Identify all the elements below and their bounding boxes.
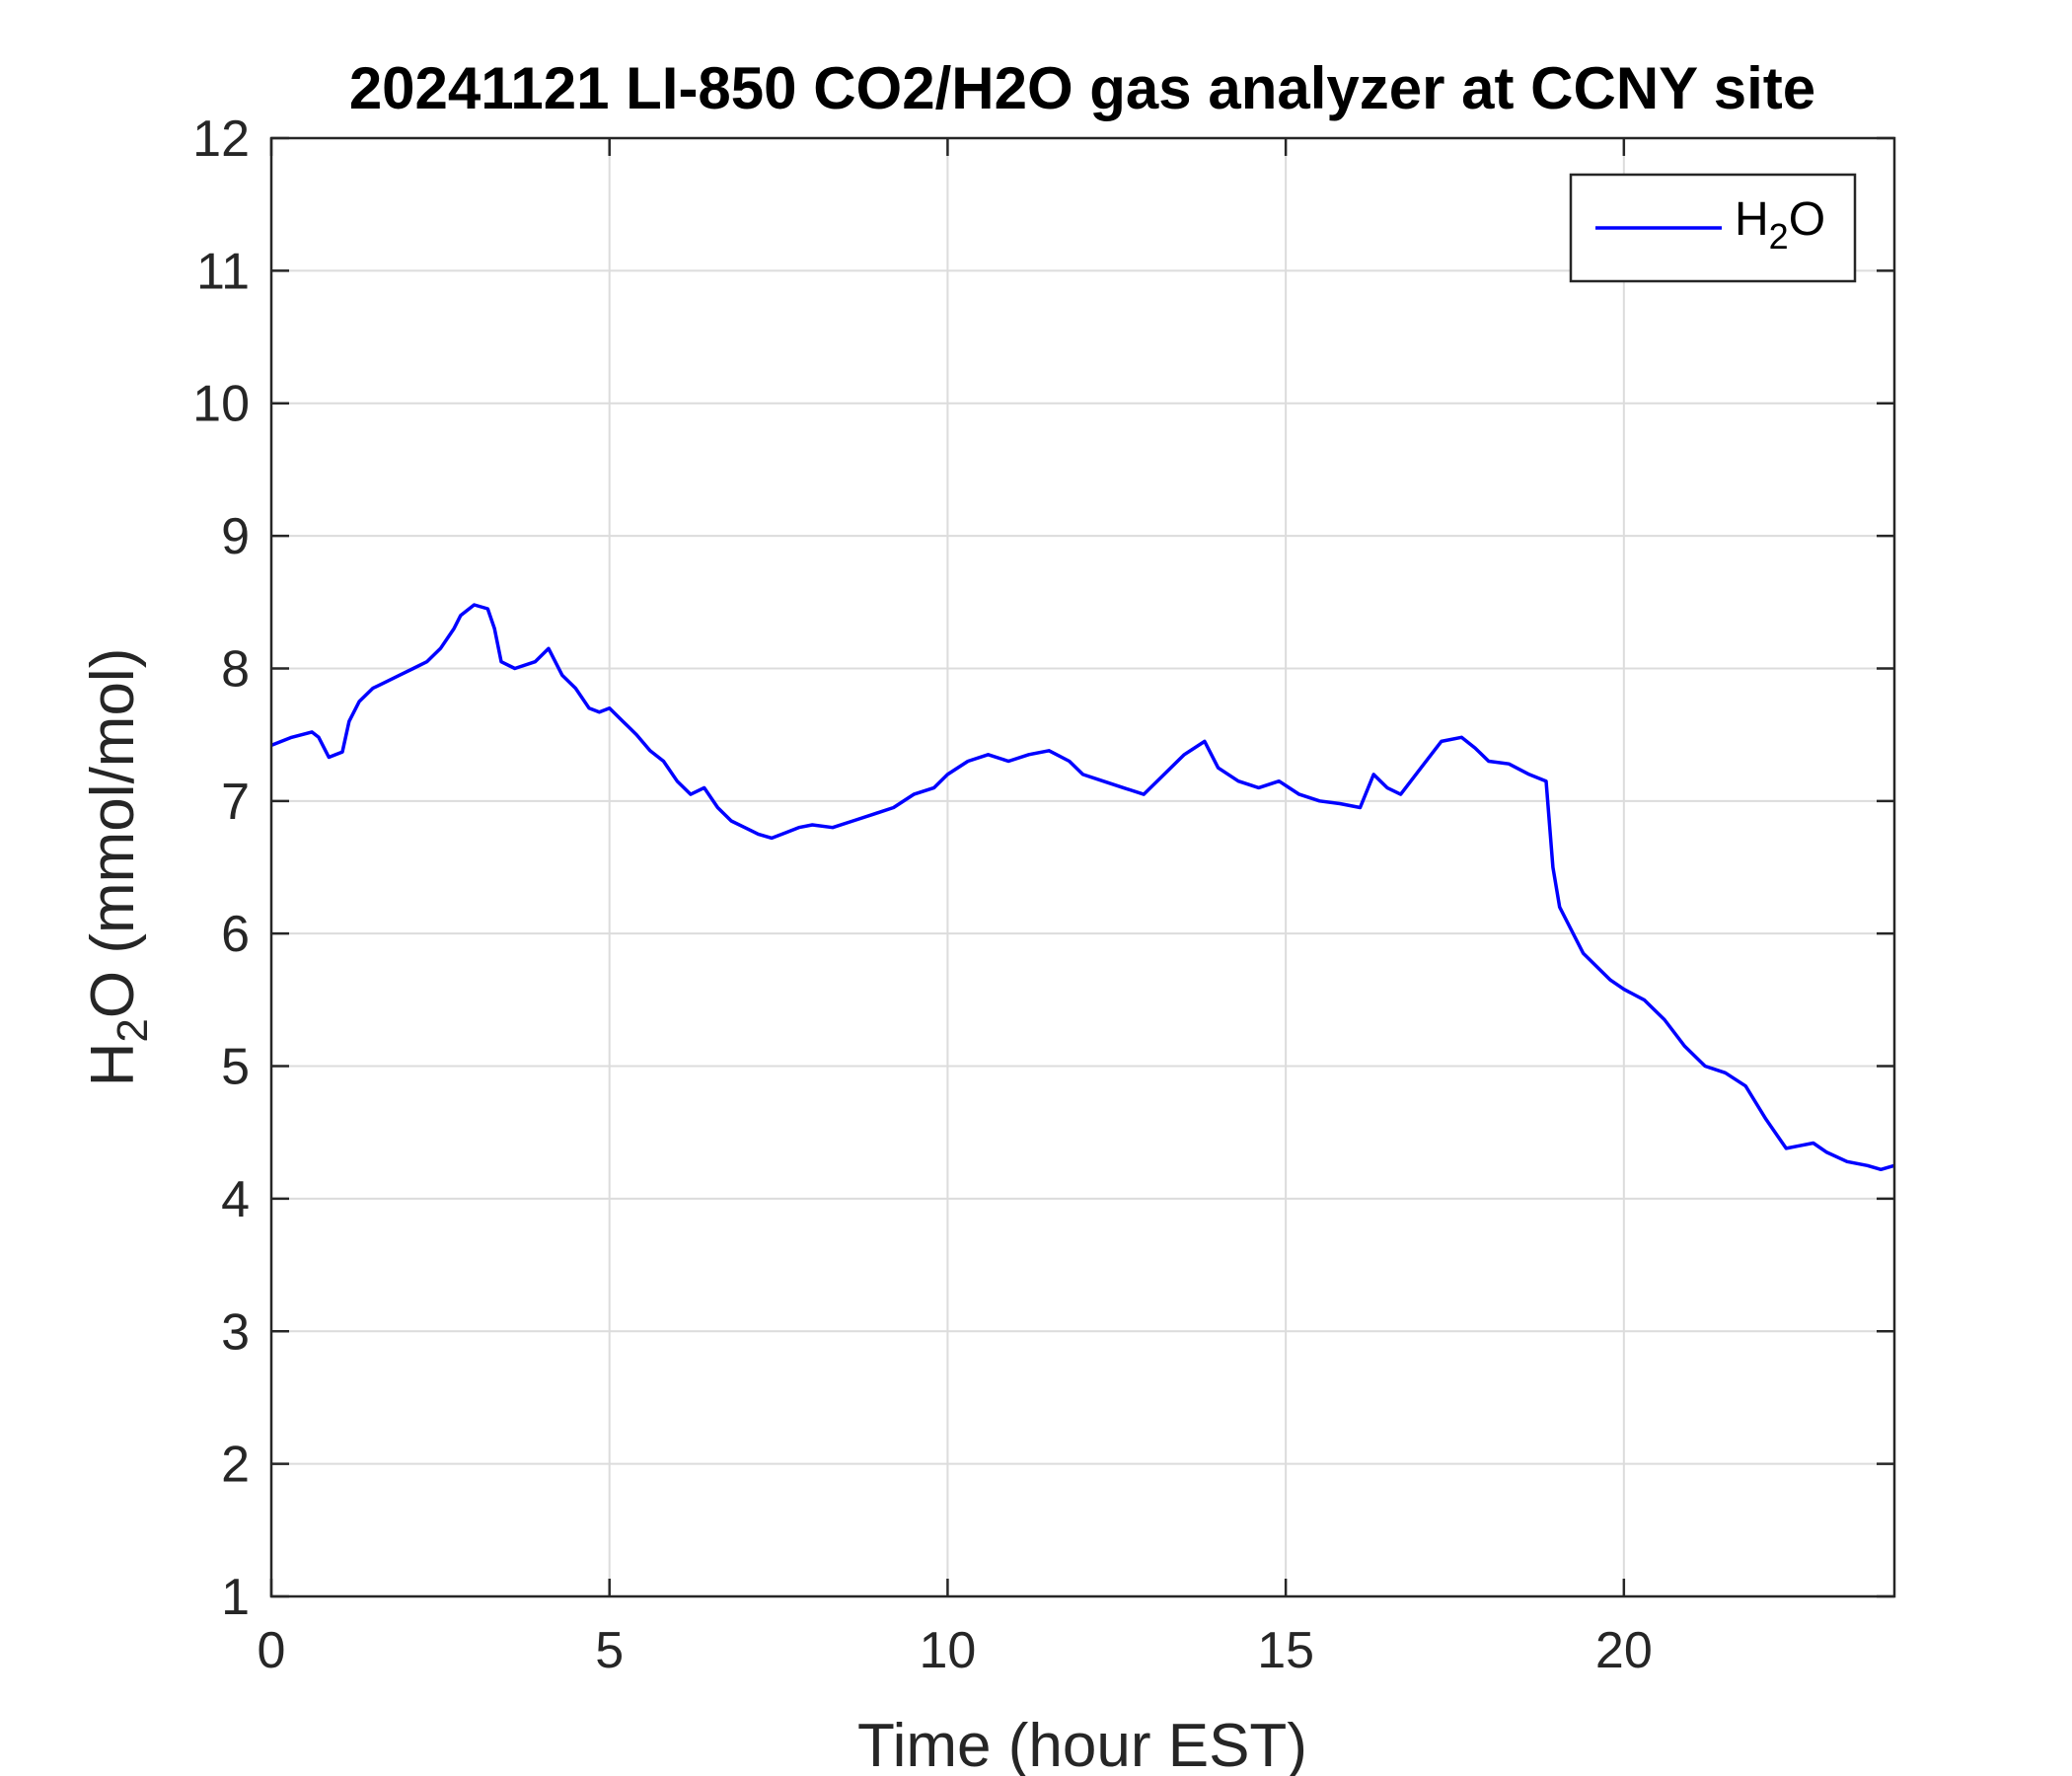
- legend-label-subscript: 2: [1769, 216, 1789, 257]
- x-tick-label: 5: [595, 1622, 624, 1679]
- series-layer: [270, 603, 1895, 1172]
- y-axis-title-rest: O (mmol/mol): [79, 648, 147, 1018]
- legend-label-main: H: [1735, 193, 1769, 246]
- legend-label-h2o: H2O: [1735, 193, 1825, 257]
- y-tick-label: 4: [221, 1171, 250, 1228]
- legend-label-rest: O: [1789, 193, 1825, 246]
- grid: [271, 138, 1894, 1596]
- axes-frame: [269, 136, 1896, 1598]
- x-tick-label: 15: [1257, 1622, 1314, 1679]
- y-tick-label: 3: [221, 1303, 250, 1361]
- x-axis-title: Time (hour EST): [857, 1712, 1307, 1776]
- y-tick-label: 10: [192, 376, 250, 433]
- y-tick-label: 7: [221, 774, 250, 831]
- plot-area: [271, 138, 1894, 1596]
- y-tick-label: 2: [221, 1437, 250, 1494]
- legend: H2O: [1569, 173, 1857, 283]
- x-tick-label: 20: [1595, 1622, 1653, 1679]
- series-line-h2o: [270, 603, 1895, 1172]
- y-tick-label: 8: [221, 640, 250, 698]
- y-tick-label: 1: [221, 1569, 250, 1626]
- y-tick-label: 12: [192, 111, 250, 168]
- y-tick-label: 5: [221, 1039, 250, 1096]
- y-axis-title-main: H: [79, 1043, 147, 1087]
- y-axis-title-subscript: 2: [109, 1018, 157, 1042]
- chart-title: 20241121 LI-850 CO2/H2O gas analyzer at …: [349, 55, 1815, 121]
- y-tick-label: 11: [196, 243, 250, 300]
- y-tick-label: 9: [221, 508, 250, 565]
- x-tick-label: 10: [919, 1622, 976, 1679]
- y-axis-title: H2O (mmol/mol): [79, 648, 157, 1087]
- x-tick-label: 0: [258, 1622, 286, 1679]
- y-tick-label: 6: [221, 906, 250, 963]
- axes: [269, 136, 1896, 1598]
